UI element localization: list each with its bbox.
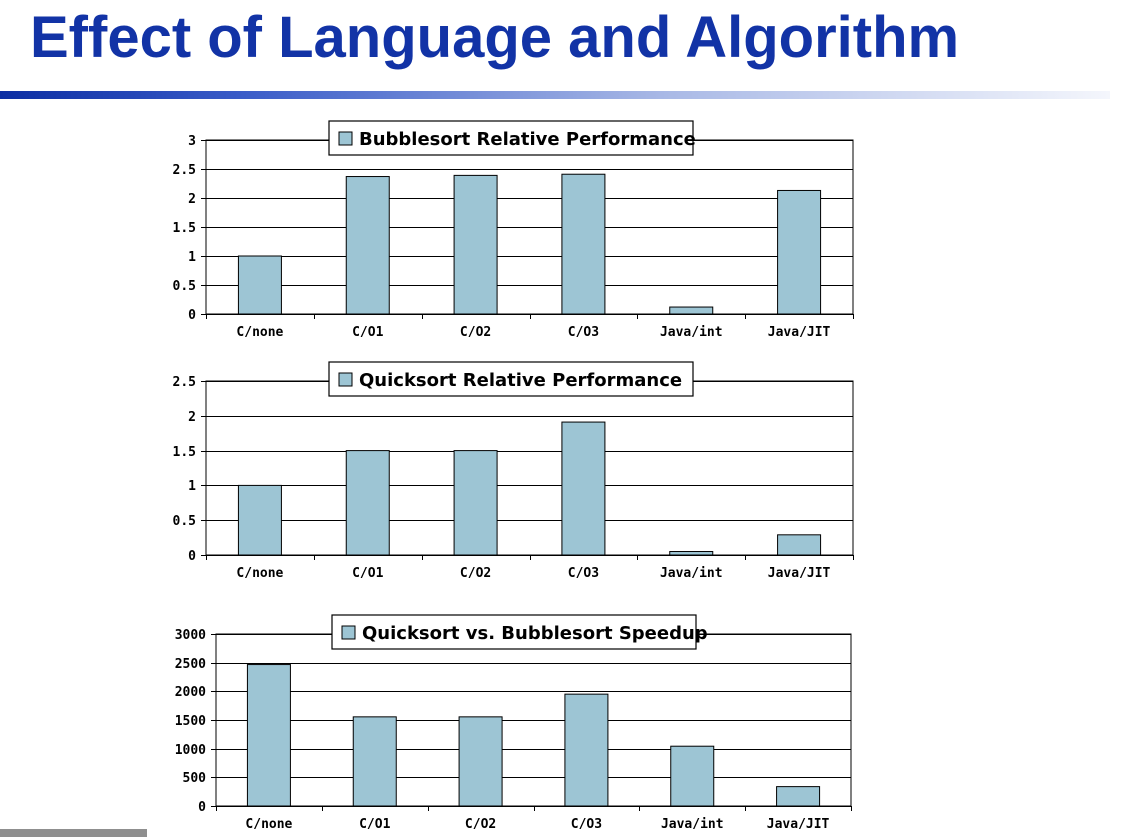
legend-swatch [338,372,353,387]
slide-title: Effect of Language and Algorithm [30,5,960,70]
x-category-label: C/O3 [568,566,599,581]
bar-java-int [670,745,715,807]
y-tick-label: 2 [188,192,196,207]
x-category-label: Java/int [660,325,723,340]
x-category-label: C/O1 [359,817,390,832]
y-tick-label: 1.5 [173,445,196,460]
chart-2: 0 0.5 1 1.5 2 2.5 C/none C/O1 C/O2 C/O3 Java/int Ja… [173,361,854,581]
y-tick-label: 3000 [175,628,206,643]
legend-box [328,120,694,156]
x-category-label: C/O3 [568,325,599,340]
y-tick-label: 2.5 [173,375,196,390]
y-tick-label: 2000 [175,685,206,700]
legend-label: Bubblesort Relative Performance [359,129,696,150]
x-category-label: C/O2 [465,817,496,832]
y-tick-label: 0 [188,549,196,564]
x-category-label: C/none [245,817,292,832]
legend-box [331,614,697,650]
x-category-label: C/O2 [460,566,491,581]
bar-c-none [237,255,282,315]
bar-c-o3 [561,421,606,556]
y-tick-label: 1 [188,250,196,265]
y-tick-label: 2500 [175,657,206,672]
y-tick-label: 0.5 [173,279,196,294]
x-category-label: C/O1 [352,566,383,581]
x-category-label: C/O2 [460,325,491,340]
bar-c-o1 [352,716,397,807]
chart-3: 0 500 1000 1500 2000 2500 3000 C/none C/O1 C/O2 C/… [175,614,852,832]
bar-java-int [669,306,714,315]
y-tick-label: 1 [188,479,196,494]
x-category-label: C/O1 [352,325,383,340]
y-tick-label: 0 [188,308,196,323]
y-tick-label: 3 [188,134,196,149]
bar-java-jit [777,534,822,556]
x-category-label: C/none [236,325,283,340]
x-category-label: Java/JIT [767,817,830,832]
bar-java-jit [776,786,821,807]
y-tick-label: 2 [188,410,196,425]
x-category-label: Java/int [661,817,724,832]
chart-1: 0 0.5 1 1.5 2 2.5 3 C/none C/O1 C/O2 C/O3 Java/int J… [173,120,854,340]
y-tick-label: 0.5 [173,514,196,529]
y-tick-label: 1.5 [173,221,196,236]
legend-label: Quicksort Relative Performance [359,370,682,391]
bar-c-none [237,484,282,556]
bar-c-o2 [453,174,498,315]
plot-area [205,380,854,556]
bar-c-o2 [453,450,498,556]
y-tick-label: 1000 [175,743,206,758]
y-tick-label: 0 [198,800,206,815]
bar-c-o2 [458,716,503,807]
bar-c-none [246,664,291,807]
x-category-label: C/O3 [571,817,602,832]
footer-accent-bar [0,829,147,837]
y-tick-label: 1500 [175,714,206,729]
x-category-label: C/none [236,566,283,581]
title-underline [0,91,1110,99]
y-tick-label: 2.5 [173,163,196,178]
bar-c-o1 [345,450,390,556]
y-tick-label: 500 [183,771,207,786]
legend-swatch [341,625,356,640]
bar-c-o3 [564,693,609,807]
x-category-label: Java/JIT [768,325,831,340]
x-category-label: Java/JIT [768,566,831,581]
bar-c-o1 [345,176,390,315]
bar-java-int [669,551,714,556]
legend-box [328,361,694,397]
x-category-label: Java/int [660,566,723,581]
legend-label: Quicksort vs. Bubblesort Speedup [362,623,708,644]
legend-swatch [338,131,353,146]
bar-c-o3 [561,173,606,315]
bar-java-jit [777,189,822,315]
